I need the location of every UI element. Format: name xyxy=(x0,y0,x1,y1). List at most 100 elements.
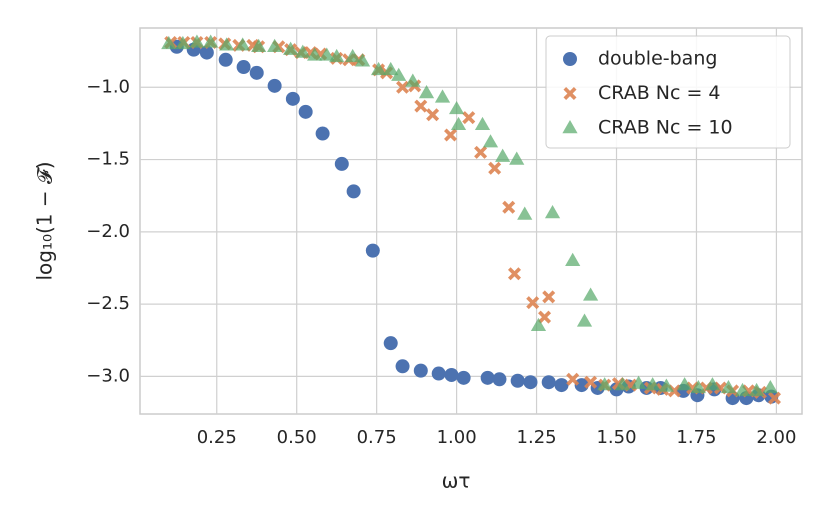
x-tick-label: 2.00 xyxy=(756,427,796,448)
point xyxy=(523,375,538,390)
point xyxy=(383,61,399,76)
point xyxy=(530,317,547,332)
point xyxy=(748,382,765,397)
point xyxy=(584,375,598,389)
point xyxy=(203,34,219,48)
point xyxy=(630,375,647,389)
legend-label: double-bang xyxy=(598,48,717,70)
point xyxy=(645,377,661,391)
point xyxy=(426,108,440,122)
point xyxy=(583,287,599,301)
point xyxy=(690,379,706,394)
point xyxy=(450,116,467,131)
y-tick-label: −2.0 xyxy=(86,221,130,242)
legend-marker xyxy=(563,87,577,100)
point xyxy=(307,47,323,61)
point xyxy=(449,100,465,115)
x-tick-label: 1.25 xyxy=(517,427,557,448)
point xyxy=(345,48,361,63)
point xyxy=(456,370,471,385)
point xyxy=(391,67,407,81)
x-tick-label: 1.75 xyxy=(676,427,716,448)
legend: double-bang CRAB Nc = 4 CRAB Nc = 10 xyxy=(545,35,791,149)
point xyxy=(414,99,428,113)
x-axis-label: ωτ xyxy=(442,469,471,493)
point xyxy=(413,363,428,378)
point xyxy=(509,151,525,165)
y-tick-label: −2.5 xyxy=(86,293,130,314)
point xyxy=(175,35,191,50)
x-tick-label: 1.50 xyxy=(596,427,636,448)
point xyxy=(474,145,488,159)
point xyxy=(267,78,282,93)
y-axis-label: log₁₀(1 − 𝓕) xyxy=(33,161,57,280)
x-tick-label: 0.75 xyxy=(357,427,397,448)
point xyxy=(574,378,589,393)
point xyxy=(658,378,675,392)
point xyxy=(346,184,361,199)
point xyxy=(444,128,458,142)
point xyxy=(480,370,495,385)
point xyxy=(189,34,205,48)
point xyxy=(295,44,311,58)
point xyxy=(434,89,451,103)
y-tick-label: −1.5 xyxy=(86,149,130,170)
point xyxy=(235,37,251,51)
point xyxy=(251,38,267,52)
point xyxy=(329,48,345,63)
point xyxy=(614,377,631,391)
point xyxy=(704,377,721,391)
legend-label: CRAB Nc = 10 xyxy=(598,117,733,139)
point xyxy=(492,372,507,387)
legend-label: CRAB Nc = 4 xyxy=(598,82,721,104)
point xyxy=(541,375,556,390)
point xyxy=(395,359,410,374)
point xyxy=(396,80,410,94)
point xyxy=(462,111,476,125)
point xyxy=(502,200,516,214)
grid xyxy=(140,28,802,414)
point xyxy=(444,367,459,382)
point xyxy=(285,91,300,106)
point xyxy=(507,267,521,281)
point xyxy=(538,310,552,324)
y-tick-label: −3.0 xyxy=(86,365,130,386)
point xyxy=(677,377,693,391)
point xyxy=(544,205,561,219)
point xyxy=(334,156,349,171)
point xyxy=(236,60,251,75)
point xyxy=(283,41,299,55)
point xyxy=(405,73,421,87)
point xyxy=(354,53,371,67)
point xyxy=(720,379,737,394)
point xyxy=(762,379,778,394)
point xyxy=(482,134,499,148)
point xyxy=(298,104,313,119)
point xyxy=(495,148,511,162)
point xyxy=(249,65,264,80)
point xyxy=(218,52,233,67)
point xyxy=(565,252,581,266)
x-tick-label: 0.50 xyxy=(277,427,317,448)
point xyxy=(219,37,235,51)
legend-marker xyxy=(562,120,578,134)
point xyxy=(767,391,781,405)
point xyxy=(510,373,525,388)
point xyxy=(365,243,380,258)
point xyxy=(517,206,533,220)
point xyxy=(488,161,502,175)
point xyxy=(161,35,177,50)
point xyxy=(199,45,214,60)
point xyxy=(267,38,283,52)
x-tick-label: 0.25 xyxy=(197,427,237,448)
marks xyxy=(161,34,781,406)
point xyxy=(383,336,398,351)
point xyxy=(370,61,387,76)
point xyxy=(734,382,751,397)
legend-marker xyxy=(563,52,577,66)
point xyxy=(526,296,540,310)
y-tick-label: −1.0 xyxy=(86,76,130,97)
point xyxy=(431,366,446,381)
x-tick-label: 1.00 xyxy=(437,427,477,448)
point xyxy=(566,372,580,386)
